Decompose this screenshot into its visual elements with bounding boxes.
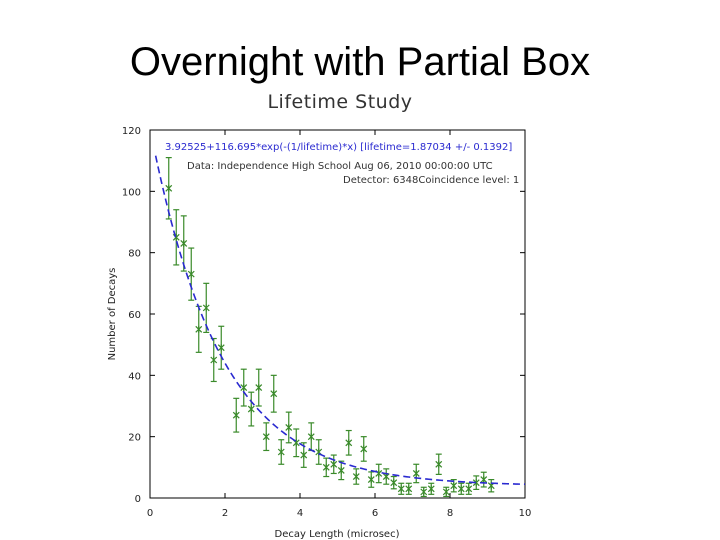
data-point: [390, 475, 398, 490]
data-point: [240, 368, 248, 407]
x-tick-label: 6: [372, 508, 378, 519]
y-tick-label: 0: [135, 494, 141, 505]
data-point: [172, 209, 180, 266]
data-point: [277, 439, 285, 465]
data-point: [180, 215, 188, 272]
x-tick-label: 2: [222, 508, 228, 519]
y-tick-label: 120: [122, 126, 141, 137]
data-point: [330, 454, 338, 475]
data-point: [187, 247, 195, 301]
y-tick-label: 20: [128, 433, 141, 444]
data-point: [247, 391, 255, 427]
data-point: [210, 337, 218, 383]
data-point: [427, 482, 435, 495]
y-tick-label: 80: [128, 249, 141, 260]
data-point: [465, 482, 473, 495]
chart-title: Lifetime Study: [267, 91, 413, 113]
data-point: [480, 471, 488, 488]
x-tick-label: 0: [147, 508, 153, 519]
data-point: [270, 374, 278, 413]
data-point: [420, 486, 428, 498]
y-axis-label: Number of Decays: [107, 268, 118, 361]
data-point: [217, 325, 225, 370]
data-point: [412, 463, 420, 484]
data-point: [232, 397, 240, 433]
data-point: [352, 468, 360, 485]
data-point: [315, 439, 323, 465]
data-point: [322, 457, 330, 478]
data-point: [487, 479, 495, 493]
data-point: [195, 305, 203, 353]
data-point: [450, 479, 458, 493]
data-point: [382, 468, 390, 485]
data-point: [262, 422, 270, 452]
legend-data: Data: Independence High School Aug 06, 2…: [187, 161, 493, 172]
y-tick-label: 40: [128, 371, 141, 382]
y-tick-label: 100: [122, 187, 141, 198]
fit-curve: [154, 155, 526, 486]
points-layer: [165, 157, 495, 498]
data-point: [375, 463, 383, 484]
x-tick-label: 10: [519, 508, 532, 519]
data-point: [367, 471, 375, 488]
legend-detector: Detector: 6348Coincidence level: 1: [343, 175, 519, 186]
legend-layer: 3.92525+116.695*exp(-(1/lifetime)*x) [li…: [165, 142, 519, 186]
data-point: [337, 460, 345, 481]
data-point: [360, 436, 368, 462]
data-point: [405, 482, 413, 495]
data-point: [472, 475, 480, 491]
data-point: [435, 453, 443, 475]
data-point: [345, 429, 353, 456]
slide-title: Overnight with Partial Box: [129, 40, 591, 84]
data-point: [397, 482, 405, 495]
data-point: [165, 157, 173, 220]
data-point: [457, 482, 465, 495]
data-point: [255, 368, 263, 407]
data-point: [307, 422, 315, 452]
legend-fit: 3.92525+116.695*exp(-(1/lifetime)*x) [li…: [165, 142, 512, 153]
data-point: [285, 411, 293, 444]
x-tick-label: 4: [297, 508, 303, 519]
data-point: [442, 486, 450, 498]
x-tick-label: 8: [447, 508, 453, 519]
y-tick-label: 60: [128, 310, 141, 321]
data-point: [292, 428, 300, 458]
x-axis-label: Decay Length (microsec): [275, 529, 400, 540]
